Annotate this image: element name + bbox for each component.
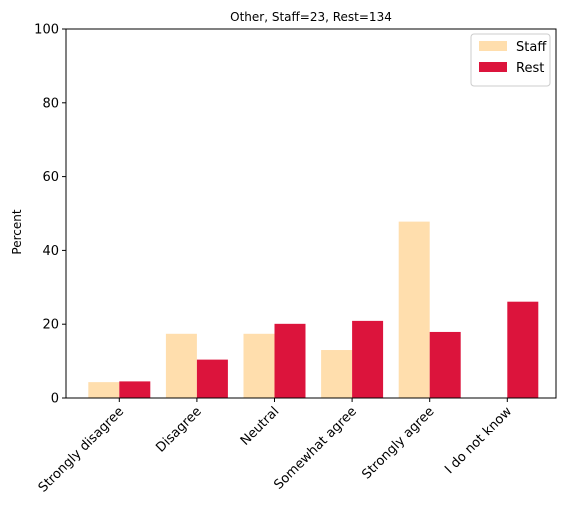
x-tick-label: Strongly disagree	[36, 404, 127, 495]
bar-rest-0	[119, 381, 151, 398]
y-tick-label: 60	[42, 170, 59, 185]
legend-swatch-staff	[479, 41, 507, 51]
x-tick-label: Disagree	[153, 404, 204, 455]
bar-rest-2	[274, 323, 306, 398]
x-axis-ticks: Strongly disagree Disagree NeutralSomewhat…	[36, 398, 515, 496]
bar-staff-1	[165, 333, 197, 398]
bar-rest-3	[352, 320, 384, 398]
bar-staff-0	[88, 382, 120, 398]
y-tick-label: 40	[42, 244, 59, 259]
x-tick-label: Neutral	[238, 404, 283, 449]
chart-title: Other, Staff=23, Rest=134	[230, 10, 392, 24]
plot-frame	[65, 28, 557, 399]
y-tick-label: 0	[51, 392, 59, 407]
bar-staff-4	[398, 221, 430, 398]
x-tick-label: I do not know	[442, 404, 515, 477]
y-tick-label: 20	[42, 318, 59, 333]
y-tick-label: 80	[42, 96, 59, 111]
bar-staff-2	[243, 333, 275, 398]
bars-layer	[88, 221, 539, 398]
bar-staff-3	[321, 350, 353, 398]
legend-label-rest: Rest	[516, 61, 544, 76]
bar-rest-4	[429, 331, 461, 398]
bar-rest-1	[196, 359, 228, 398]
y-tick-label: 100	[34, 23, 59, 38]
x-tick-label: Strongly agree	[359, 404, 437, 482]
legend: Staff Rest	[470, 33, 551, 87]
x-tick-label: Somewhat agree	[271, 404, 360, 493]
bar-rest-5	[507, 301, 539, 398]
legend-label-staff: Staff	[516, 40, 547, 55]
legend-swatch-rest	[479, 62, 507, 72]
y-axis-label: Percent	[10, 209, 24, 254]
y-axis-ticks: 0 20 40 60 80 100	[34, 23, 66, 407]
